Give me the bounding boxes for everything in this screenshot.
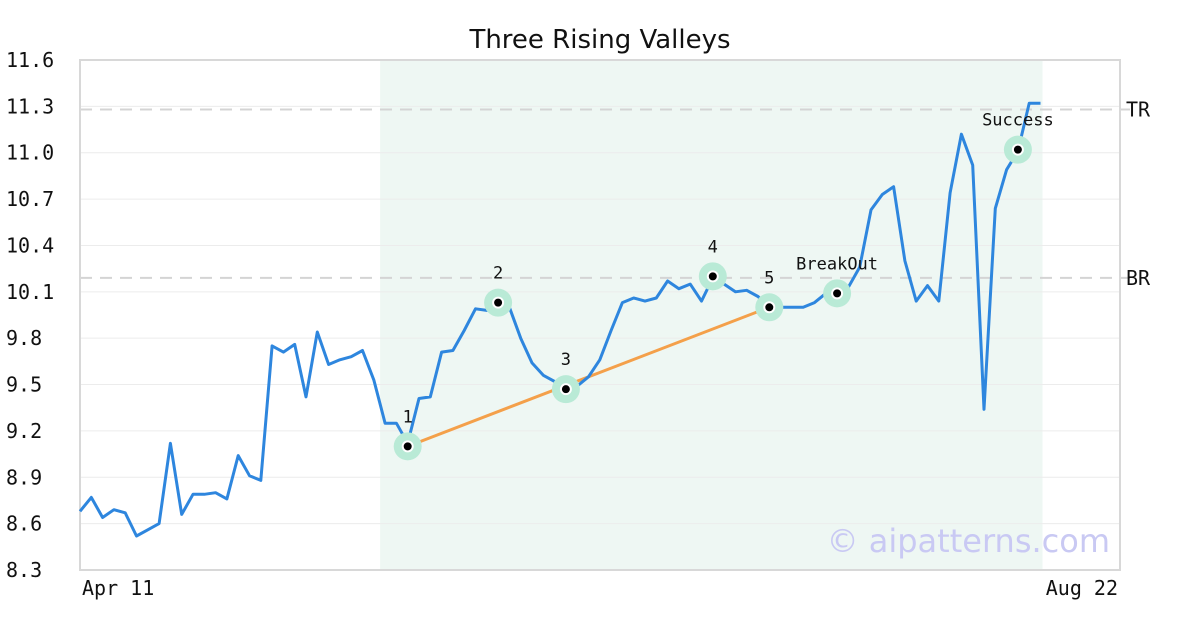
point-marker [763, 301, 776, 314]
y-tick-label: 9.8 [6, 326, 42, 350]
level-label: TR [1126, 97, 1151, 121]
level-lines: TR BR [80, 97, 1151, 290]
point-marker [401, 440, 414, 453]
point-marker [706, 270, 719, 283]
highlight-region [380, 60, 1043, 570]
level-label: BR [1126, 266, 1151, 290]
point-label: BreakOut [796, 254, 878, 274]
y-tick-label: 10.7 [6, 187, 54, 211]
x-tick-label: Aug 22 [1046, 576, 1118, 600]
point-marker [492, 296, 505, 309]
key-points: 1 2 3 4 5 BreakOut Success [393, 111, 1054, 461]
y-tick-label: 11.6 [6, 48, 54, 72]
y-tick-label: 11.0 [6, 141, 54, 165]
y-tick-label: 10.4 [6, 233, 54, 257]
y-tick-label: 9.2 [6, 419, 42, 443]
point-label: Success [982, 111, 1054, 131]
point-label: 3 [561, 350, 571, 370]
y-axis: 8.3 8.6 8.9 9.2 9.5 9.8 10.1 10.4 10.7 11.0 11.3 11… [6, 48, 54, 582]
y-tick-label: 8.9 [6, 465, 42, 489]
y-tick-label: 11.3 [6, 94, 54, 118]
y-tick-label: 8.6 [6, 512, 42, 536]
x-axis: Apr 11 Aug 22 [82, 576, 1118, 600]
point-label: 5 [764, 268, 774, 288]
point-label: 2 [493, 264, 503, 284]
y-tick-label: 10.1 [6, 280, 54, 304]
point-label: 1 [403, 407, 413, 427]
x-tick-label: Apr 11 [82, 576, 154, 600]
y-tick-label: 8.3 [6, 558, 42, 582]
point-marker [1011, 143, 1024, 156]
watermark: © aipatterns.com [827, 522, 1110, 560]
point-label: 4 [708, 237, 718, 257]
plot-frame [79, 59, 1121, 571]
y-tick-label: 9.5 [6, 373, 42, 397]
point-marker [559, 383, 572, 396]
chart-title: Three Rising Valleys [468, 25, 730, 55]
point-marker [831, 287, 844, 300]
